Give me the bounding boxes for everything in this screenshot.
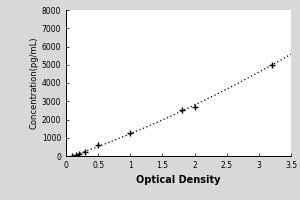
X-axis label: Optical Density: Optical Density <box>136 175 221 185</box>
Y-axis label: Concentration(pg/mL): Concentration(pg/mL) <box>30 37 39 129</box>
